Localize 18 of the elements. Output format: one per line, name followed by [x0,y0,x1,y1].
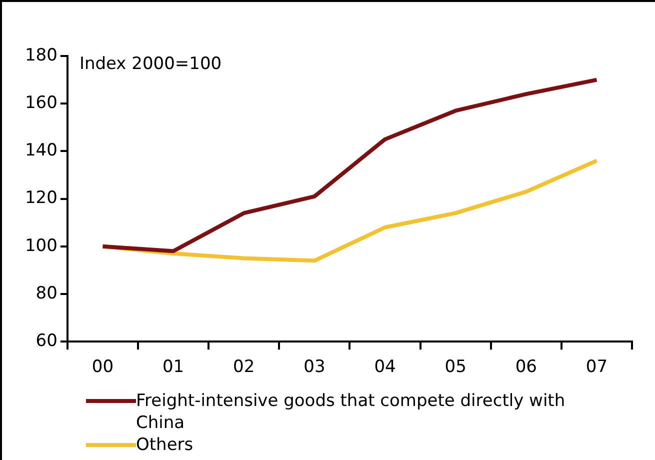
y-tick-label: 100 [24,236,58,256]
y-tick-label: 80 [36,283,58,304]
x-tick-label: 00 [92,357,114,378]
legend-label: Others [136,434,194,456]
y-tick-label: 140 [24,140,58,161]
x-tick-label: 07 [586,357,608,378]
y-tick-label: 160 [24,93,58,114]
x-tick-label: 03 [304,357,326,378]
y-tick-label: 60 [36,331,58,352]
x-tick-label: 01 [162,357,184,378]
annotation: Index 2000=100 [79,54,222,74]
legend-label: Freight-intensive goods that compete directly with China [136,390,566,434]
x-tick-label: 02 [233,357,255,378]
x-tick-label: 06 [515,357,537,378]
y-tick-label: 180 [24,45,58,66]
y-tick-label: 120 [24,188,58,208]
x-tick-label: 04 [374,357,396,378]
x-tick-label: 05 [444,357,466,378]
